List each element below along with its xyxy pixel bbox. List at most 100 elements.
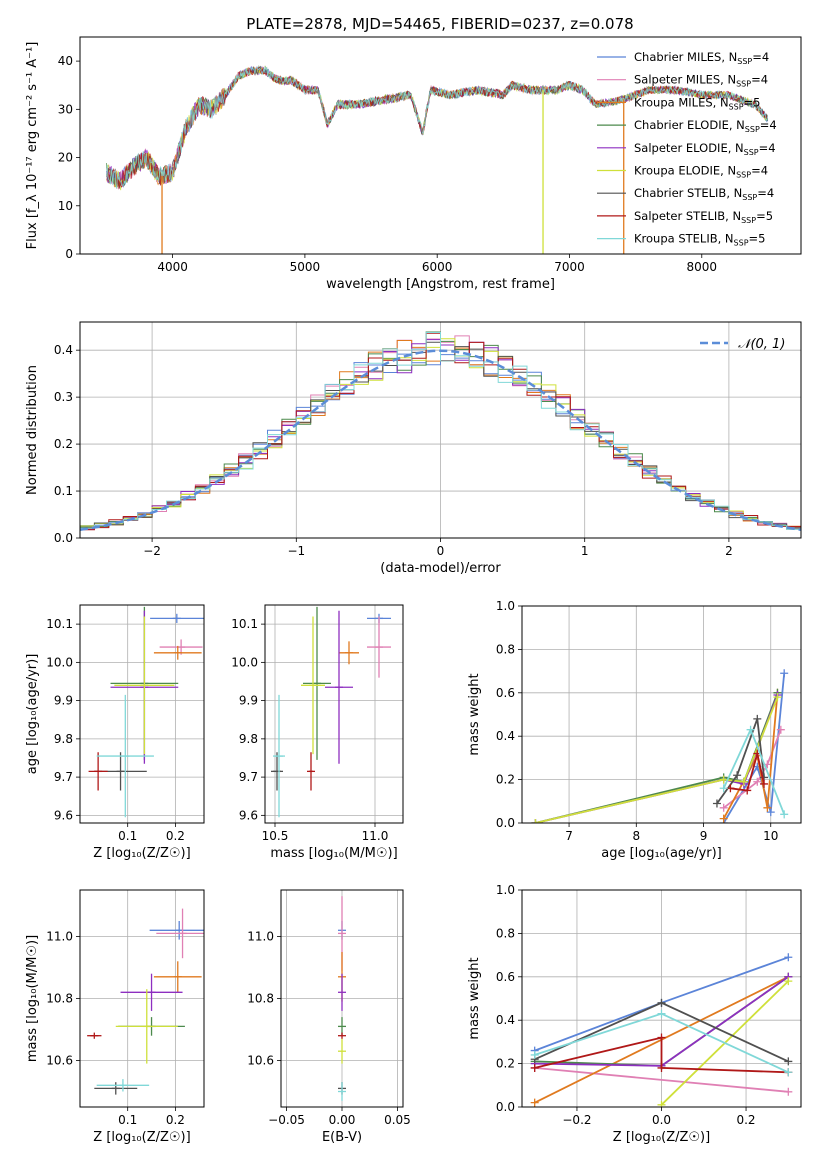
weight-marker <box>784 1068 793 1077</box>
weight-marker <box>773 693 782 702</box>
weight-marker <box>766 808 775 817</box>
weight-line-salpeter_stelib <box>730 753 765 792</box>
age-vs-mass-axes: 10.5 11.0 9.6 9.7 9.8 9.9 10.0 10.1 mass [log₁₀(… <box>231 604 404 861</box>
weight-marker <box>743 786 752 795</box>
weight-marker <box>530 1098 539 1107</box>
errorbar-salpeter_stelib <box>87 1032 102 1039</box>
legend-entry: Salpeter ELODIE, NSSP=4 <box>634 141 776 157</box>
axes-frame <box>79 321 802 539</box>
y-tick-label: 11.0 <box>247 930 274 944</box>
y-tick-label: 0.0 <box>496 1100 515 1114</box>
age-vs-mass-plot-area <box>271 606 391 818</box>
y-tick-label: 30 <box>58 102 73 116</box>
legend-entry: Kroupa ELODIE, NSSP=4 <box>634 164 768 180</box>
axes-frame <box>79 889 205 1108</box>
legend-entry: Salpeter STELIB, NSSP=5 <box>634 209 773 225</box>
errorbar-salpeter_elodie <box>338 973 346 1011</box>
spectrum-line-kroupa_stelib <box>106 66 769 189</box>
weight-marker <box>746 725 755 734</box>
x-tick-label: 11.0 <box>362 829 389 843</box>
age-vs-z-axes: 0.1 0.2 9.6 9.7 9.8 9.9 10.0 10.1 Z [log₁₀(Z/Z☉)… <box>25 604 205 861</box>
x-axis-label: Z [log₁₀(Z/Z☉)] <box>613 1130 710 1145</box>
errorbar-chabrier_stelib <box>94 1082 138 1095</box>
mass-vs-z-axes: 0.1 0.2 10.6 10.8 11.0 Z [log₁₀(Z/Z☉)] mass [l… <box>25 889 205 1145</box>
weight-marker <box>733 771 742 780</box>
y-tick-label: 10.6 <box>247 1054 274 1068</box>
x-axis-label: Z [log₁₀(Z/Z☉)] <box>93 1130 190 1145</box>
errorbar-kroupa_miles <box>339 641 359 665</box>
errorbar-kroupa_elodie <box>115 989 178 1064</box>
y-tick-label: 9.7 <box>54 770 73 784</box>
weight-marker <box>719 775 728 784</box>
weight-marker <box>657 1033 666 1042</box>
y-axis-label: mass [log₁₀(M/M☉)] <box>25 935 40 1062</box>
x-tick-label: 0.0 <box>652 1113 671 1127</box>
x-axis-label: mass [log₁₀(M/M☉)] <box>270 846 397 861</box>
weight-marker <box>784 1057 793 1066</box>
legend-entry: Salpeter MILES, NSSP=4 <box>634 73 768 89</box>
spectrum-legend: Chabrier MILES, NSSP=4 Salpeter MILES, NS… <box>597 50 777 248</box>
y-axis-label: Flux [f_λ 10⁻¹⁷ erg cm⁻² s⁻¹ A⁻¹] <box>25 42 40 250</box>
y-tick-label: 10.1 <box>46 617 73 631</box>
errorbar-kroupa_stelib <box>96 694 154 818</box>
x-tick-label: 7 <box>565 829 573 843</box>
errorbar-kroupa_miles <box>153 645 202 660</box>
x-axis-label: age [log₁₀(age/yr)] <box>601 846 722 861</box>
y-tick-label: 0.4 <box>496 1013 515 1027</box>
residual-histogram-plot-area <box>80 331 801 532</box>
errorbar-kroupa_miles <box>153 961 202 993</box>
x-tick-label: 0 <box>437 544 445 558</box>
figure-title: PLATE=2878, MJD=54465, FIBERID=0237, z=0… <box>246 15 633 33</box>
weight-marker <box>657 1100 666 1107</box>
weight-marker <box>657 998 666 1007</box>
y-tick-label: 0.0 <box>496 816 515 830</box>
errorbar-chabrier_stelib <box>271 752 283 791</box>
x-tick-label: 5000 <box>290 260 321 274</box>
weight-marker <box>760 779 769 788</box>
weight-line-kroupa_elodie <box>535 696 779 823</box>
errorbar-salpeter_stelib <box>338 1032 346 1039</box>
histogram-legend: 𝒩(0, 1) <box>700 337 785 352</box>
y-tick-label: 0.2 <box>496 1057 515 1071</box>
errorbar-chabrier_miles <box>150 613 204 623</box>
legend-entry: Kroupa STELIB, NSSP=5 <box>634 232 765 248</box>
legend-entry: Chabrier STELIB, NSSP=4 <box>634 186 774 202</box>
errorbar-salpeter_elodie <box>325 610 353 764</box>
weight-vs-age-axes: 7 8 9 10 0.0 0.2 0.4 0.6 0.8 1.0 age [log₁₀(age/yr… <box>467 599 802 861</box>
y-tick-label: 10.8 <box>247 992 274 1006</box>
weight-marker <box>753 777 762 786</box>
y-tick-label: 1.0 <box>496 883 515 897</box>
x-tick-label: −1 <box>287 544 305 558</box>
x-tick-label: 0.2 <box>736 1113 755 1127</box>
weight-marker <box>719 803 728 812</box>
weight-line-chabrier_elodie <box>535 692 779 823</box>
x-axis-label: (data-model)/error <box>380 561 501 576</box>
weight-line-kroupa_miles <box>722 692 779 820</box>
y-tick-label: 20 <box>58 151 73 165</box>
weight-marker <box>780 810 789 819</box>
weight-marker <box>531 819 540 823</box>
axes-frame <box>79 36 802 255</box>
x-tick-label: 8000 <box>687 260 718 274</box>
y-tick-label: 9.7 <box>239 770 258 784</box>
weight-marker <box>657 1009 666 1018</box>
y-tick-label: 9.8 <box>239 732 258 746</box>
errorbar-salpeter_miles <box>367 616 391 678</box>
y-tick-label: 0.3 <box>54 390 73 404</box>
x-tick-label: 7000 <box>554 260 585 274</box>
y-tick-label: 0.6 <box>496 686 515 700</box>
x-tick-label: −2 <box>143 544 161 558</box>
y-tick-label: 40 <box>58 54 73 68</box>
y-axis-label: mass weight <box>467 673 482 755</box>
y-tick-label: 10.6 <box>46 1054 73 1068</box>
x-tick-label: 0.1 <box>118 1113 137 1127</box>
residual-histogram-axes: −2 −1 0 1 2 0.0 0.1 0.2 0.3 0.4 (data-model)/error… <box>25 321 802 576</box>
y-tick-label: 10 <box>58 199 73 213</box>
y-axis-label: age [log₁₀(age/yr)] <box>25 654 40 775</box>
y-tick-label: 9.9 <box>54 694 73 708</box>
y-tick-label: 0.4 <box>496 729 515 743</box>
x-tick-label: 1 <box>581 544 589 558</box>
errorbar-salpeter_elodie <box>120 973 183 1011</box>
weight-line-salpeter_miles <box>534 1067 789 1093</box>
weight-marker <box>784 953 793 962</box>
